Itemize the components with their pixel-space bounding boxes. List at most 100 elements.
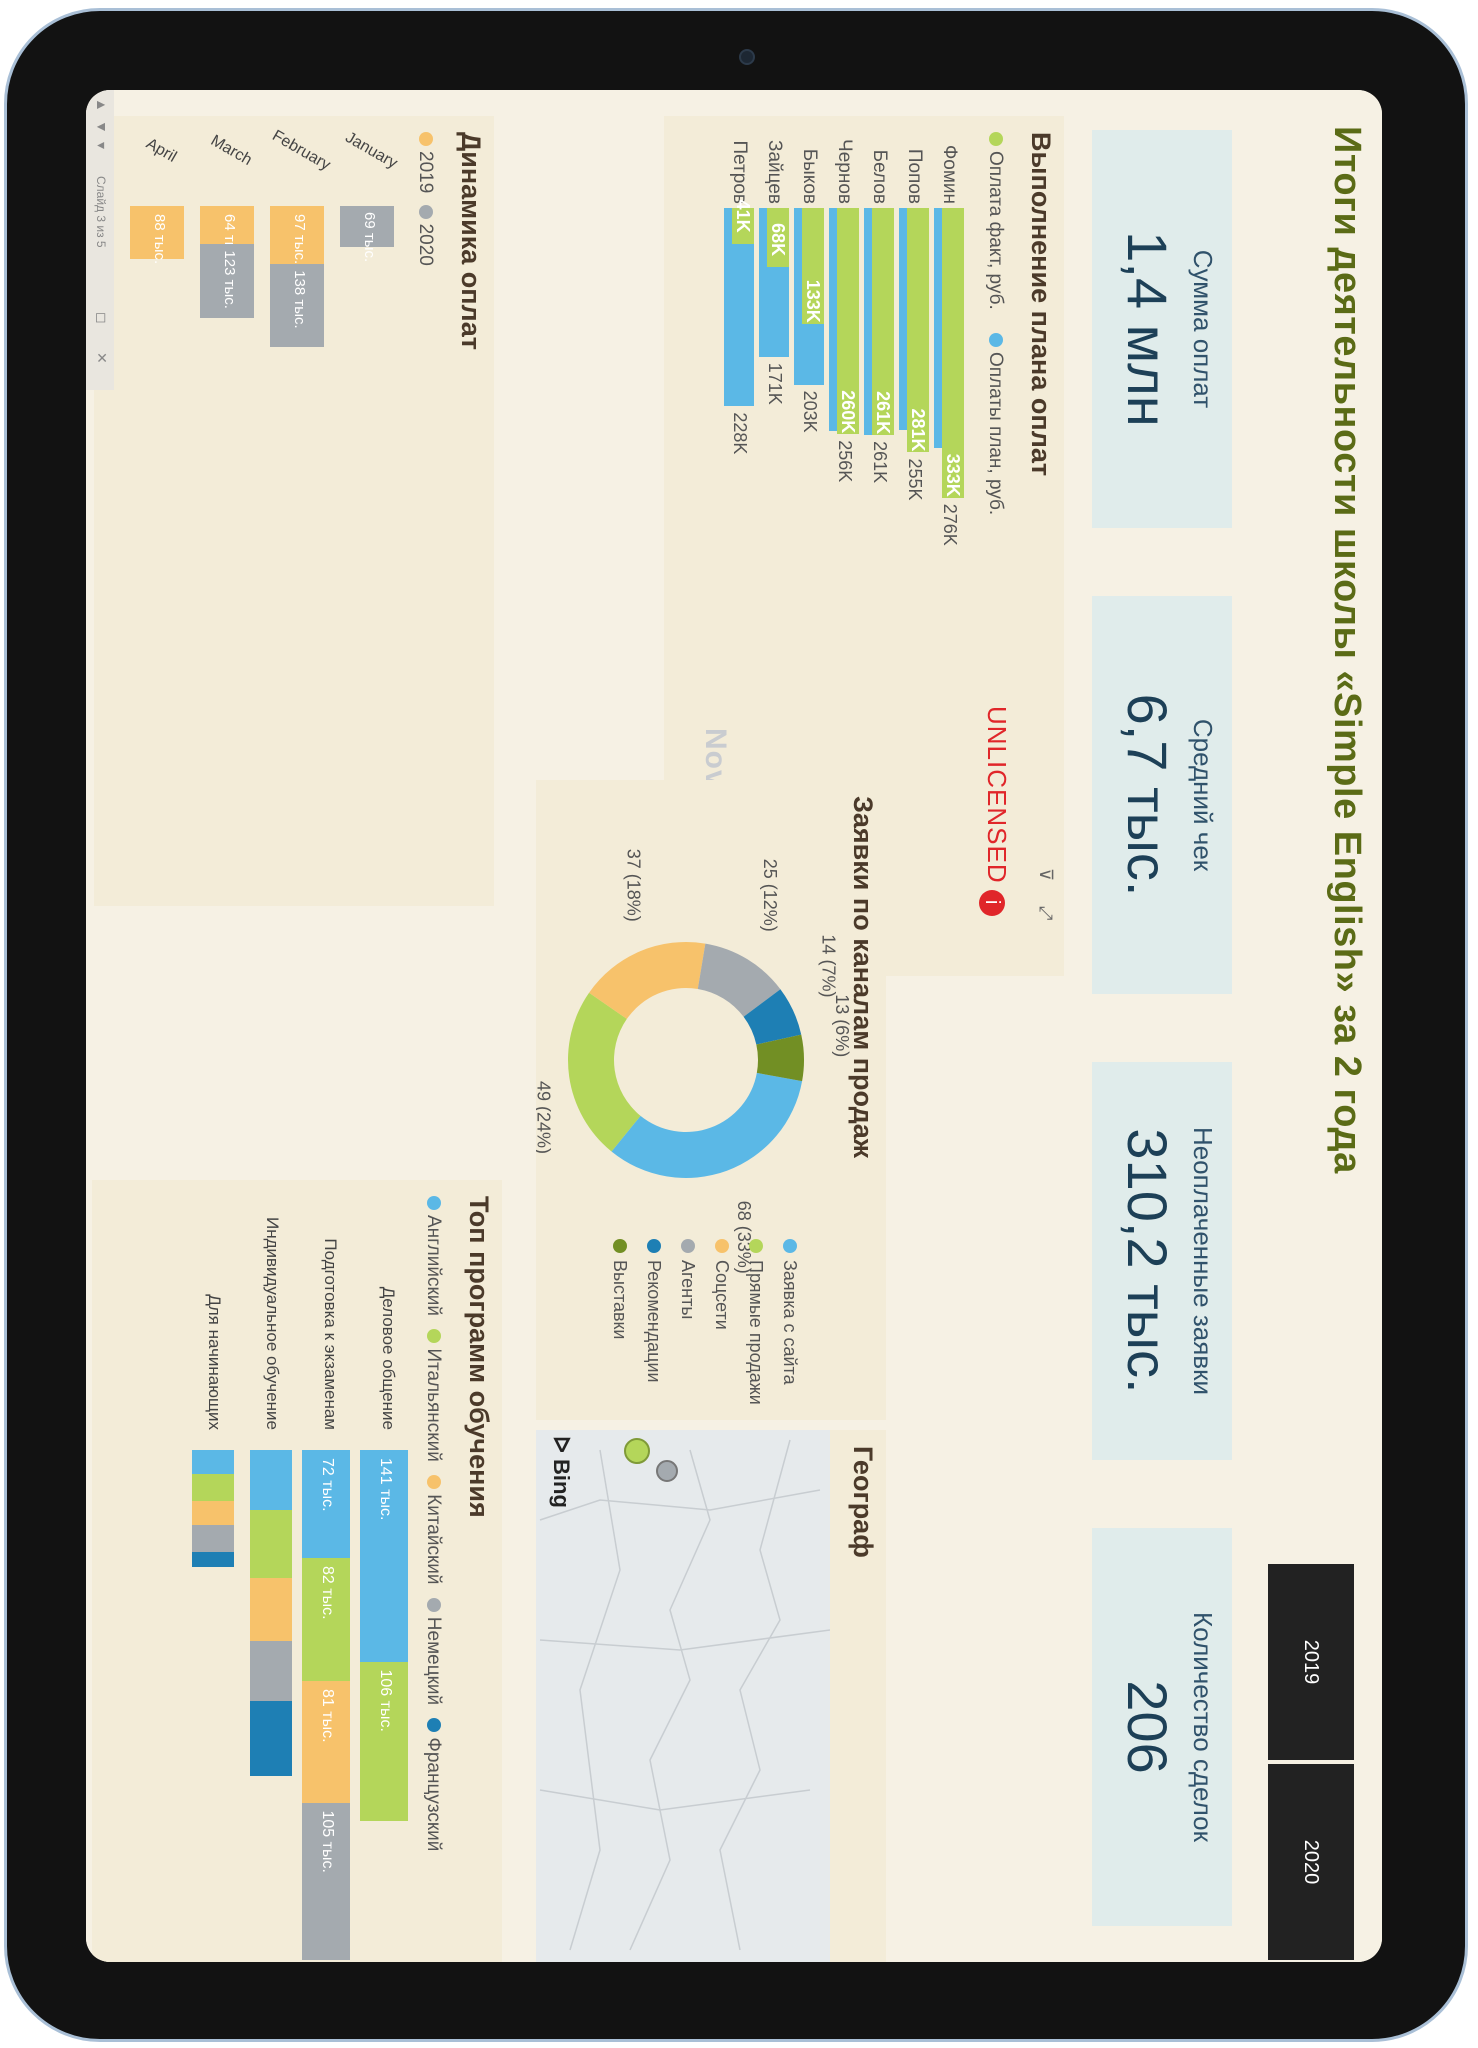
expand-icon[interactable]: ⤢: [1036, 906, 1056, 921]
kpi-card-unpaid: Неоплаченные заявки 310,2 тыс.: [1092, 1062, 1232, 1460]
plan-label: 276K: [940, 503, 960, 546]
unlicensed-badge[interactable]: UNLICENSEDi: [979, 706, 1012, 916]
bar-2019-label: 88 тыс.: [151, 214, 168, 265]
legend-german: Немецкий: [423, 1597, 444, 1705]
plan-label: 255K: [905, 458, 925, 501]
plan-row-name: Белов: [869, 149, 890, 204]
program-row-name: Подготовка к экзаменам: [321, 1238, 340, 1430]
donut-slice[interactable]: [697, 943, 781, 1017]
year-button-2019[interactable]: 2019: [1268, 1564, 1354, 1760]
programs-panel: Топ программ обучения Английский Итальян…: [92, 1180, 502, 1962]
bar-2019-label: 97 тыс.: [291, 214, 308, 265]
kpi-value: 206: [1116, 1680, 1179, 1774]
programs-title: Топ программ обучения: [464, 1196, 494, 1518]
program-bar-segment: [192, 1474, 234, 1501]
donut-label: 25 (12%): [760, 859, 780, 932]
donut-label: 14 (7%): [818, 934, 838, 997]
channel-legend-item: Рекомендации: [644, 1260, 664, 1383]
legend-plan: Оплаты план, руб.: [985, 333, 1006, 515]
plan-label: 261K: [870, 441, 890, 484]
plan-legend: Оплата факт, руб. Оплаты план, руб.: [984, 132, 1006, 533]
channel-legend-item: Агенты: [678, 1260, 698, 1319]
year-button-2020[interactable]: 2020: [1268, 1764, 1354, 1960]
bar-2020-label: 123 тыс.: [221, 250, 238, 309]
donut-slice[interactable]: [568, 992, 641, 1152]
donut-label: 13 (6%): [832, 994, 852, 1057]
donut-label: 68 (33%): [734, 1201, 754, 1274]
bar-2020-label: 138 тыс.: [291, 270, 308, 329]
legend-italian: Итальянский: [423, 1329, 444, 1462]
channel-legend-item: Заявка с сайта: [780, 1260, 800, 1386]
filter-icon[interactable]: ⊽: [1036, 868, 1056, 882]
legend-2019: 2019: [415, 132, 436, 193]
plan-label: 203K: [800, 390, 820, 433]
channel-legend-item: Соцсети: [712, 1260, 732, 1330]
plan-title: Выполнение плана оплат: [1026, 132, 1056, 477]
donut-label: 49 (24%): [536, 1081, 553, 1154]
down-icon[interactable]: ▾: [94, 142, 110, 150]
kpi-value: 310,2 тыс.: [1116, 1128, 1179, 1394]
slide-counter: Слайд 3 из 5: [94, 176, 108, 248]
legend-dot: [715, 1239, 729, 1253]
program-bar-segment: [192, 1525, 234, 1552]
fullscreen-icon[interactable]: ◻: [94, 312, 110, 324]
program-bar-segment: [250, 1450, 292, 1510]
program-bar-label: 141 тыс.: [377, 1458, 394, 1521]
legend-dot: [647, 1239, 661, 1253]
dynamics-panel: Динамика оплат 2019 2020 January 69 тыс. F…: [86, 116, 494, 906]
donut-slice[interactable]: [743, 989, 802, 1045]
kpi-value: 6,7 тыс.: [1116, 693, 1179, 897]
bar-2020-label: 69 тыс.: [361, 212, 378, 263]
kpi-label: Средний чек: [1188, 718, 1218, 872]
donut-slice[interactable]: [756, 1034, 804, 1082]
plan-row-name: Петров: [729, 140, 750, 204]
fact-label: 68K: [768, 223, 788, 257]
bing-icon: ᐅ: [549, 1436, 574, 1453]
plan-row-name: Попов: [904, 148, 925, 204]
map[interactable]: ᐅ Bing: [536, 1430, 830, 1962]
map-lines: [539, 1439, 830, 1951]
kpi-label: Сумма оплат: [1188, 249, 1218, 409]
legend-dot: [613, 1239, 627, 1253]
map-marker-grey[interactable]: [656, 1460, 678, 1482]
program-bar-segment: [192, 1450, 234, 1474]
program-bar-segment: [250, 1577, 292, 1641]
close-icon[interactable]: ✕: [94, 352, 110, 364]
program-bar-segment: [250, 1510, 292, 1578]
program-bar-label: 105 тыс.: [319, 1810, 336, 1873]
screen: Итоги деятельности школы «Simple English…: [86, 90, 1382, 1962]
legend-french: Французский: [423, 1718, 444, 1851]
program-bar-label: 106 тыс.: [377, 1669, 394, 1732]
donut-slice[interactable]: [589, 942, 706, 1019]
kpi-card-average-check: Средний чек 6,7 тыс.: [1092, 596, 1232, 994]
kpi-label: Количество сделок: [1188, 1612, 1218, 1842]
legend-dot: [681, 1239, 695, 1253]
plan-label: 256K: [835, 440, 855, 483]
geo-title: Географ: [848, 1446, 878, 1558]
kpi-value: 1,4 млн: [1116, 231, 1179, 427]
legend-fact: Оплата факт, руб.: [985, 132, 1006, 310]
fact-label: 41K: [733, 199, 753, 233]
camera-dot: [739, 49, 755, 65]
kpi-label: Неоплаченные заявки: [1188, 1126, 1218, 1396]
program-bar-segment: [192, 1501, 234, 1525]
channel-legend-item: Выставки: [610, 1260, 630, 1340]
programs-legend: Английский Итальянский Китайский Немецки…: [422, 1196, 444, 1869]
bing-logo: ᐅ Bing: [549, 1436, 574, 1508]
prev-slide-icon[interactable]: ▲: [94, 98, 110, 112]
program-bar-label: 81 тыс.: [319, 1689, 336, 1743]
legend-dot: [783, 1239, 797, 1253]
donut-slice[interactable]: [611, 1072, 803, 1178]
plan-label: 171K: [765, 362, 785, 405]
info-icon: i: [979, 889, 1005, 916]
fact-label: 261K: [873, 391, 893, 435]
dashboard: Итоги деятельности школы «Simple English…: [86, 90, 1382, 1962]
next-slide-icon[interactable]: ▼: [94, 120, 110, 134]
kpi-card-deals: Количество сделок 206: [1092, 1528, 1232, 1926]
fact-label: 333K: [943, 453, 963, 497]
map-marker-green[interactable]: [624, 1438, 650, 1464]
program-bar-segment: [250, 1640, 292, 1701]
legend-2020: 2020: [415, 204, 436, 266]
program-row-name: Для начинающих: [205, 1294, 224, 1430]
channel-legend-item: Прямые продажи: [746, 1260, 766, 1405]
